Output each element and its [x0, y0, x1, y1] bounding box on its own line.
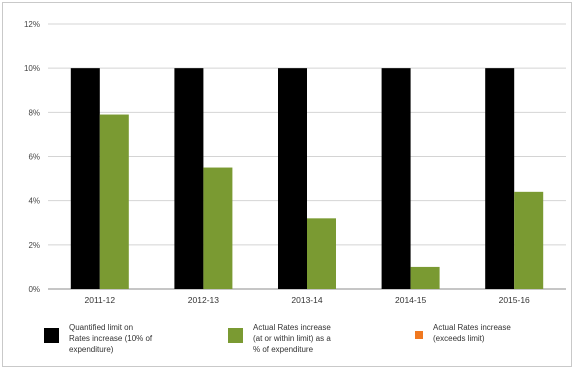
x-axis-ticks: 2011-12 2012-13 2013-14 2014-15 2015-16: [85, 295, 531, 305]
legend-item-limit: Quantified limit on Rates increase (10% …: [44, 322, 152, 355]
bars: [70, 68, 544, 290]
orange-square-icon: [415, 331, 423, 339]
y-tick-label: 4%: [28, 197, 40, 206]
bar-2013-14-series-1: [307, 218, 336, 289]
x-tick-label: 2012-13: [188, 295, 219, 305]
x-tick-label: 2015-16: [499, 295, 530, 305]
y-tick-label: 0%: [28, 285, 40, 294]
x-tick-label: 2014-15: [395, 295, 426, 305]
bar-2015-16-series-0: [485, 68, 515, 290]
legend-label-limit: Quantified limit on Rates increase (10% …: [69, 323, 153, 354]
y-tick-label: 10%: [24, 64, 40, 73]
bar-2014-15-series-1: [410, 266, 440, 289]
x-tick-label: 2013-14: [291, 295, 322, 305]
bar-2014-15-series-0: [381, 68, 411, 290]
green-square-icon: [228, 328, 243, 343]
y-tick-label: 8%: [28, 108, 40, 117]
legend-item-actual-exceeds: Actual Rates increase (exceeds limit): [415, 322, 511, 344]
legend-item-actual-within: Actual Rates increase (at or within limi…: [228, 322, 331, 355]
y-tick-label: 6%: [28, 153, 40, 162]
bar-2011-12-series-1: [99, 114, 129, 290]
y-tick-label: 12%: [24, 20, 40, 29]
y-tick-label: 2%: [28, 241, 40, 250]
bar-2012-13-series-1: [203, 167, 233, 289]
bar-2013-14-series-0: [278, 68, 307, 290]
y-axis-ticks: 0% 2% 4% 6% 8% 10% 12%: [24, 20, 40, 294]
bar-2015-16-series-1: [514, 191, 544, 289]
legend: Quantified limit on Rates increase (10% …: [0, 312, 576, 368]
x-tick-label: 2011-12: [85, 295, 116, 305]
black-square-icon: [44, 328, 59, 343]
legend-label-actual-exceeds: Actual Rates increase (exceeds limit): [433, 323, 511, 343]
legend-label-actual-within: Actual Rates increase (at or within limi…: [253, 323, 331, 354]
bar-chart: 0%2%4%6%8%10%12% 2011-12 2012-13 2013-14 20…: [24, 20, 566, 305]
bar-2011-12-series-0: [70, 68, 100, 290]
bar-2012-13-series-0: [174, 68, 204, 290]
